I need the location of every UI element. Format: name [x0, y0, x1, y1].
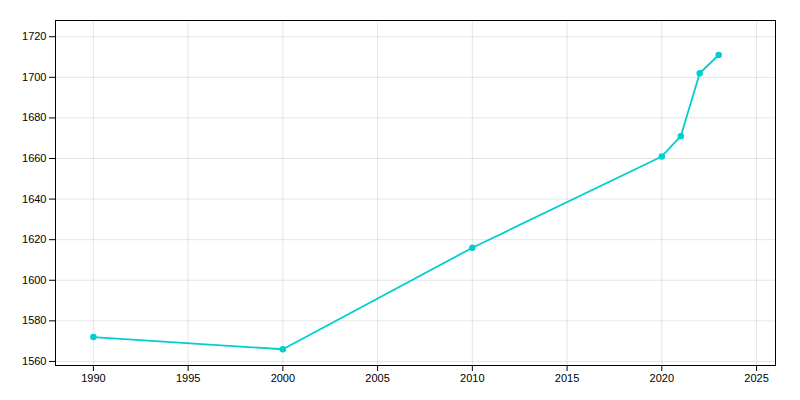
- svg-text:2010: 2010: [460, 372, 484, 384]
- svg-text:1640: 1640: [22, 193, 46, 205]
- svg-text:1995: 1995: [176, 372, 200, 384]
- svg-text:1580: 1580: [22, 314, 46, 326]
- svg-text:1620: 1620: [22, 233, 46, 245]
- svg-text:2005: 2005: [365, 372, 389, 384]
- svg-text:1660: 1660: [22, 152, 46, 164]
- svg-text:1560: 1560: [22, 355, 46, 367]
- svg-text:2025: 2025: [744, 372, 768, 384]
- svg-text:2015: 2015: [555, 372, 579, 384]
- svg-text:1720: 1720: [22, 30, 46, 42]
- svg-text:2020: 2020: [650, 372, 674, 384]
- svg-text:1990: 1990: [81, 372, 105, 384]
- svg-text:1700: 1700: [22, 71, 46, 83]
- svg-text:2000: 2000: [271, 372, 295, 384]
- svg-text:1680: 1680: [22, 111, 46, 123]
- svg-text:1600: 1600: [22, 274, 46, 286]
